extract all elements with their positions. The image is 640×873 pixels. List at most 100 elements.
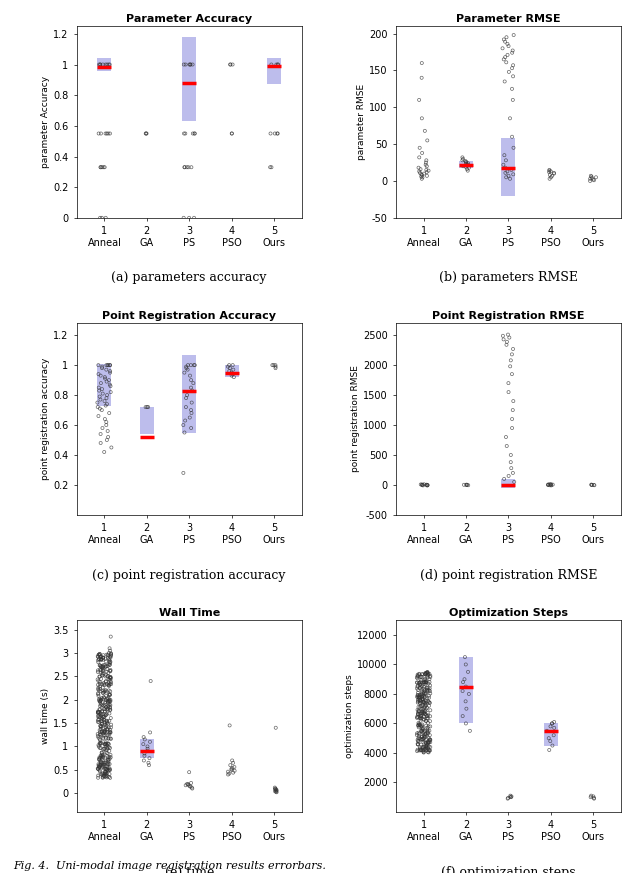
Point — [95, 698, 106, 711]
Point — [549, 166, 559, 180]
Point — [97, 698, 107, 712]
Point — [106, 379, 116, 393]
Point — [94, 758, 104, 772]
Point — [266, 127, 276, 141]
Point — [93, 648, 104, 662]
Point — [422, 724, 433, 738]
Point — [104, 727, 115, 741]
Point — [413, 691, 424, 705]
Point — [94, 670, 104, 684]
Point — [498, 329, 508, 343]
Point — [97, 756, 108, 770]
Point — [95, 732, 105, 746]
Point — [99, 161, 109, 175]
Point — [106, 732, 116, 746]
Point — [98, 731, 108, 745]
Point — [413, 683, 423, 697]
Point — [99, 702, 109, 716]
Point — [105, 763, 115, 777]
Bar — [140, 407, 154, 434]
Point — [98, 663, 108, 677]
Point — [95, 650, 106, 663]
Point — [413, 161, 424, 175]
Point — [93, 713, 103, 727]
Point — [179, 425, 189, 439]
Point — [92, 395, 102, 409]
Point — [99, 710, 109, 724]
Point — [138, 737, 148, 751]
Point — [270, 782, 280, 796]
Point — [104, 757, 115, 771]
Point — [95, 725, 105, 739]
Point — [461, 155, 471, 168]
Point — [413, 710, 423, 724]
Point — [101, 762, 111, 776]
Point — [415, 681, 425, 695]
Point — [421, 675, 431, 689]
Bar — [544, 724, 558, 746]
Point — [413, 700, 424, 714]
Point — [417, 705, 428, 718]
Point — [102, 741, 113, 755]
Point — [420, 724, 430, 738]
Point — [100, 683, 111, 697]
Point — [417, 702, 428, 716]
Point — [94, 705, 104, 719]
Point — [184, 765, 195, 779]
Point — [95, 718, 106, 732]
Point — [461, 157, 472, 171]
Point — [422, 683, 432, 697]
Point — [105, 366, 115, 380]
Point — [93, 127, 104, 141]
Point — [143, 400, 153, 414]
Point — [414, 677, 424, 691]
Point — [95, 161, 106, 175]
Point — [422, 165, 432, 179]
Point — [98, 758, 108, 772]
Point — [97, 752, 108, 766]
Point — [97, 736, 107, 750]
Point — [102, 358, 113, 372]
Point — [98, 770, 108, 784]
Point — [508, 44, 518, 58]
Point — [415, 162, 426, 176]
Point — [420, 698, 430, 711]
Point — [101, 655, 111, 669]
Point — [102, 664, 112, 678]
Point — [463, 158, 473, 172]
Point — [416, 699, 426, 713]
Point — [420, 734, 430, 748]
Point — [416, 738, 426, 752]
Point — [268, 358, 278, 372]
Point — [420, 667, 431, 681]
Point — [98, 664, 108, 678]
Point — [418, 692, 428, 706]
Point — [95, 737, 105, 751]
Point — [419, 689, 429, 703]
Point — [424, 689, 434, 703]
Point — [500, 74, 510, 88]
Point — [505, 790, 515, 804]
Point — [94, 753, 104, 767]
Point — [271, 58, 282, 72]
Point — [420, 676, 431, 690]
Point — [100, 739, 111, 753]
Point — [545, 168, 555, 182]
Point — [421, 710, 431, 724]
Point — [100, 412, 110, 426]
Point — [507, 82, 517, 96]
Point — [421, 154, 431, 168]
Point — [142, 739, 152, 753]
Point — [102, 424, 113, 438]
Point — [417, 732, 428, 746]
Point — [99, 761, 109, 775]
Point — [105, 664, 115, 678]
Point — [95, 695, 105, 709]
Point — [100, 770, 110, 784]
Point — [422, 711, 433, 725]
Point — [99, 718, 109, 732]
Point — [508, 93, 518, 107]
Point — [99, 649, 109, 663]
Point — [507, 61, 517, 75]
Point — [100, 211, 111, 225]
